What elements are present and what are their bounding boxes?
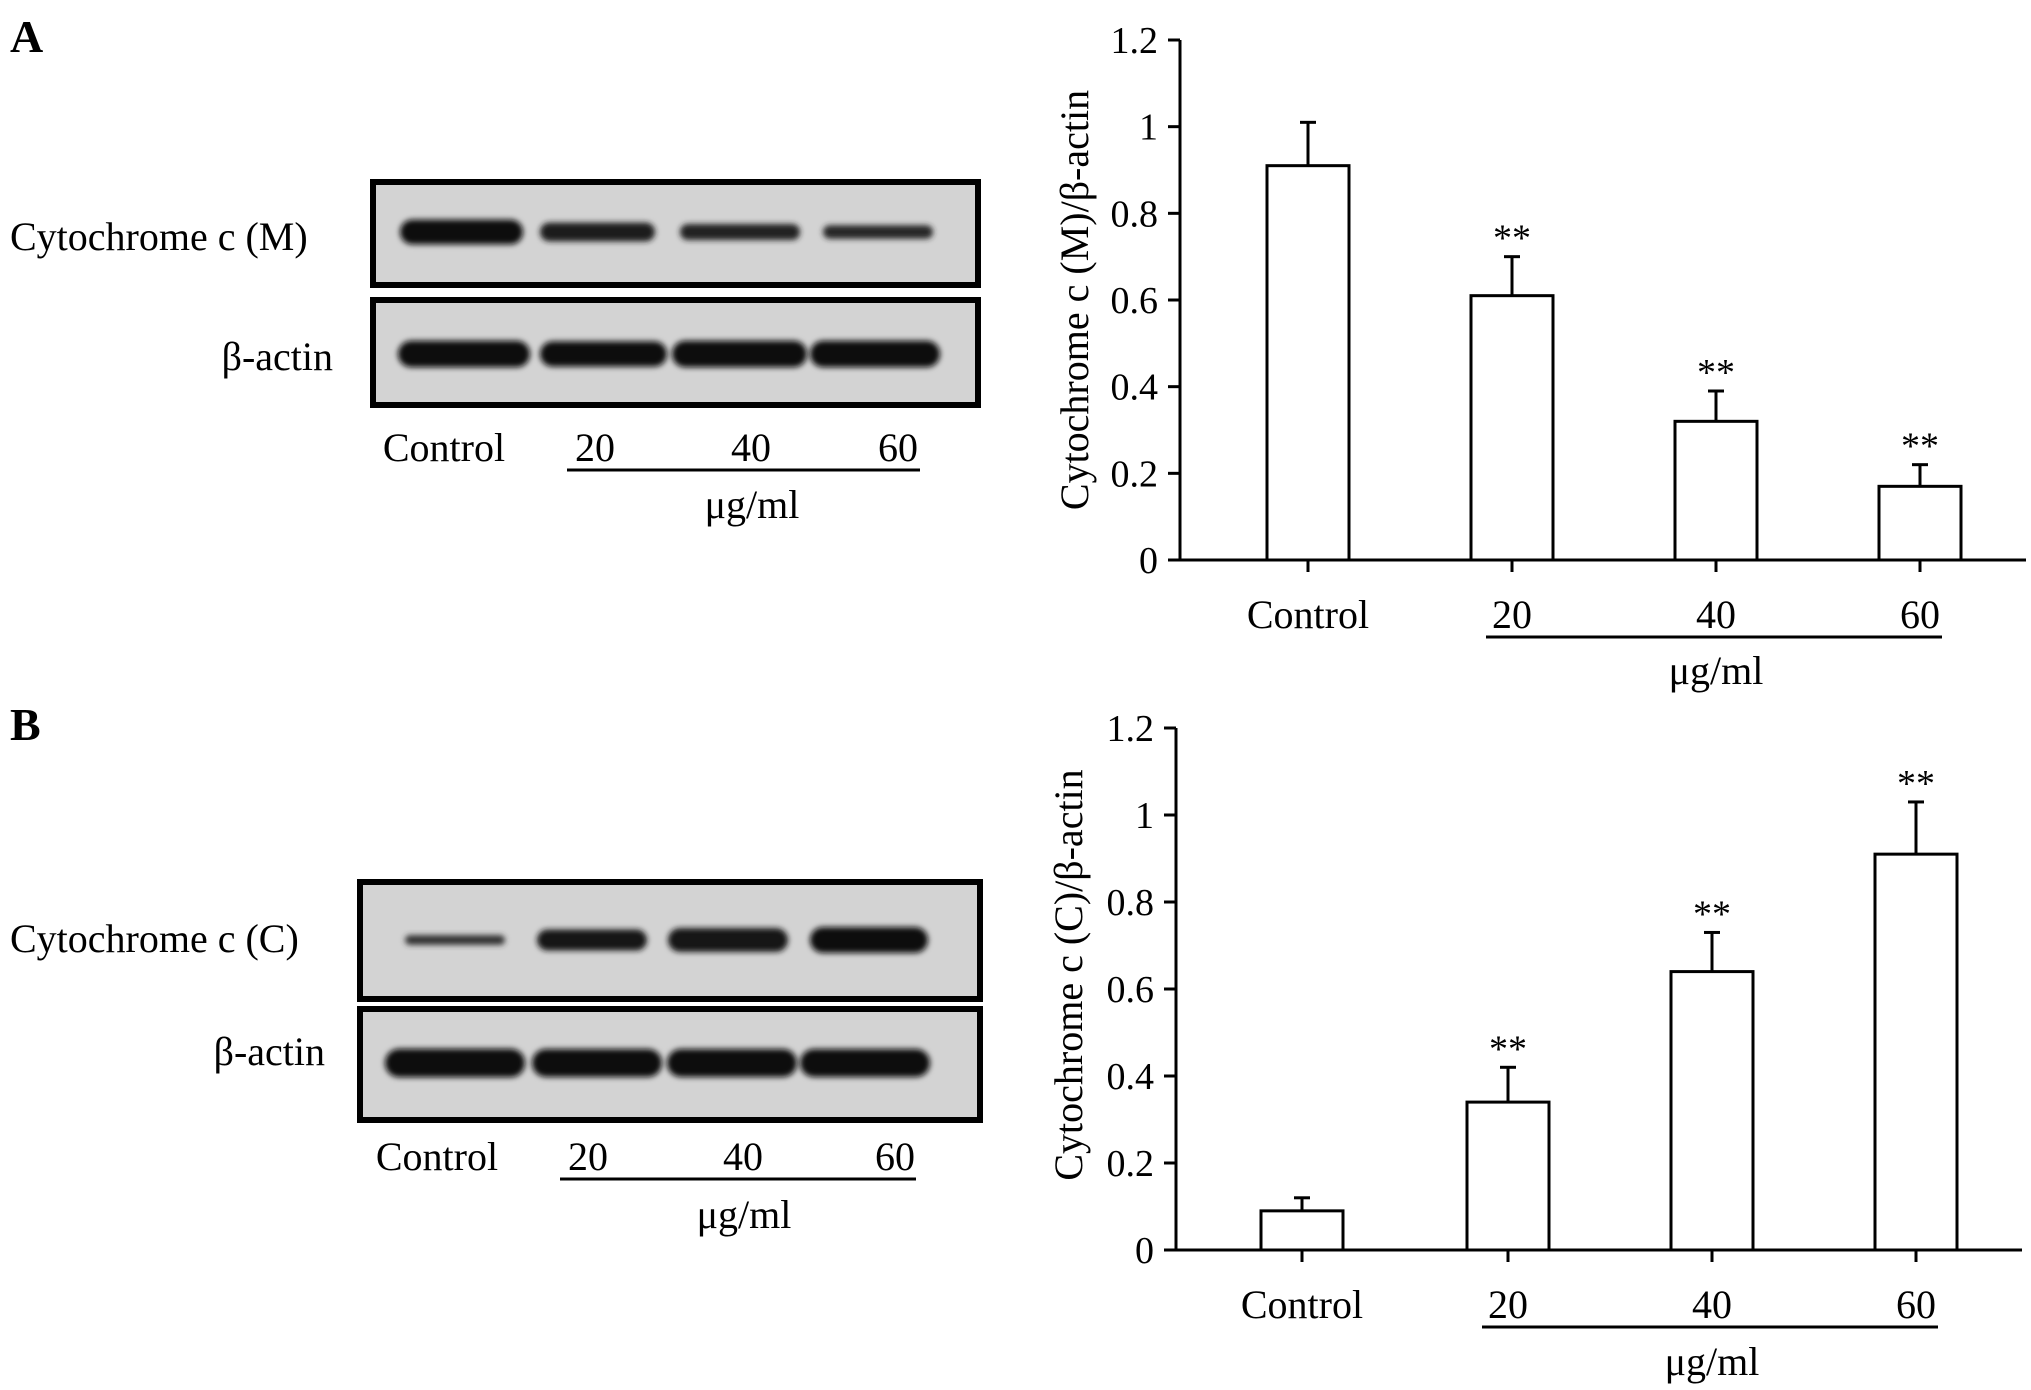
- blot-band: [680, 223, 800, 241]
- x-category-b-40: 40: [1692, 1282, 1732, 1327]
- lane-label-b-40: 40: [723, 1134, 763, 1179]
- x-category-a-control: Control: [1247, 592, 1369, 637]
- bar-chart-b: 0 0.2 0.4 0.6 0.8 1 1.2 ** ** ** Cytochrome c (C…: [1046, 708, 2022, 1384]
- lane-label-a-40: 40: [731, 425, 771, 470]
- bars-b: ** ** **: [1259, 763, 1959, 1252]
- blot-band: [667, 1049, 797, 1077]
- bar: [1673, 419, 1759, 562]
- panel-a: A Cytochrome c (M) β-actin Control 20 40…: [10, 11, 2026, 693]
- x-category-a-60: 60: [1900, 592, 1940, 637]
- blot-band: [400, 219, 523, 245]
- x-ticks-b: [1300, 1250, 1918, 1262]
- blot-band: [668, 928, 788, 952]
- y-tick-label: 0.6: [1111, 280, 1159, 322]
- y-ticks-a: 0 0.2 0.4 0.6 0.8 1 1.2: [1111, 20, 1180, 582]
- dose-unit-a: μg/ml: [705, 482, 800, 527]
- significance-marker: **: [1489, 1028, 1527, 1070]
- x-ticks-a: [1306, 560, 1922, 572]
- x-category-b-60: 60: [1896, 1282, 1936, 1327]
- blot-bands-a-cyto: [400, 219, 933, 245]
- y-tick-label: 0.2: [1107, 1143, 1155, 1185]
- panel-letter-b: B: [10, 699, 41, 750]
- lane-label-a-60: 60: [878, 425, 918, 470]
- significance-marker: **: [1493, 218, 1531, 260]
- significance-marker: **: [1693, 893, 1731, 935]
- blot-band: [672, 340, 807, 368]
- lane-label-b-control: Control: [376, 1134, 498, 1179]
- blot-band: [405, 935, 505, 945]
- western-blot-a: Cytochrome c (M) β-actin Control 20 40 6…: [10, 179, 981, 527]
- blot-label-b-cyto: Cytochrome c (C): [10, 916, 299, 961]
- y-tick-label: 1.2: [1111, 20, 1159, 62]
- blot-band: [540, 341, 667, 367]
- y-tick-label: 0: [1139, 540, 1158, 582]
- y-tick-label: 0.4: [1107, 1056, 1155, 1098]
- y-axis-title-a: Cytochrome c (M)/β-actin: [1052, 90, 1097, 510]
- blot-band: [810, 340, 940, 368]
- lane-label-a-control: Control: [383, 425, 505, 470]
- blot-band: [385, 1048, 525, 1078]
- significance-marker: **: [1897, 763, 1935, 805]
- y-tick-label: 0: [1135, 1230, 1154, 1272]
- bar: [1877, 484, 1963, 562]
- blot-bands-b-actin: [385, 1048, 930, 1078]
- y-axis-title-b: Cytochrome c (C)/β-actin: [1046, 769, 1091, 1180]
- blot-band: [398, 340, 530, 368]
- bar: [1265, 164, 1351, 562]
- bar: [1669, 970, 1755, 1252]
- x-category-a-40: 40: [1696, 592, 1736, 637]
- significance-marker: **: [1697, 352, 1735, 394]
- y-tick-label: 1: [1139, 107, 1158, 149]
- bar: [1873, 852, 1959, 1252]
- significance-marker: **: [1901, 426, 1939, 468]
- blot-bands-b-cyto: [405, 927, 928, 953]
- panel-b: B Cytochrome c (C) β-actin Control 20 40…: [10, 699, 2022, 1384]
- bar: [1259, 1209, 1345, 1252]
- blot-label-a-cyto: Cytochrome c (M): [10, 214, 308, 259]
- x-category-a-20: 20: [1492, 592, 1532, 637]
- y-tick-label: 0.4: [1111, 367, 1159, 409]
- y-ticks-b: 0 0.2 0.4 0.6 0.8 1 1.2: [1107, 708, 1176, 1272]
- dose-unit-b: μg/ml: [697, 1192, 792, 1237]
- bar-chart-a: 0 0.2 0.4 0.6 0.8 1 1.2 ** ** ** Cytochrome c (M…: [1052, 20, 2026, 693]
- x-axis-title-b: μg/ml: [1665, 1339, 1760, 1384]
- bar: [1465, 1100, 1551, 1252]
- blot-label-a-actin: β-actin: [222, 334, 333, 379]
- lane-label-a-20: 20: [575, 425, 615, 470]
- western-blot-b: Cytochrome c (C) β-actin Control 20 40 6…: [10, 879, 983, 1237]
- blot-bands-a-actin: [398, 340, 940, 368]
- y-tick-label: 0.2: [1111, 453, 1159, 495]
- blot-band: [532, 1049, 662, 1077]
- y-tick-label: 0.8: [1107, 882, 1155, 924]
- blot-band: [537, 929, 647, 951]
- blot-band: [810, 927, 928, 953]
- lane-label-b-20: 20: [568, 1134, 608, 1179]
- bar: [1469, 294, 1555, 562]
- y-tick-label: 1.2: [1107, 708, 1155, 750]
- bars-a: ** ** **: [1265, 120, 1963, 562]
- panel-letter-a: A: [10, 11, 43, 62]
- y-tick-label: 0.6: [1107, 969, 1155, 1011]
- lane-label-b-60: 60: [875, 1134, 915, 1179]
- blot-label-b-actin: β-actin: [214, 1029, 325, 1074]
- x-axis-title-a: μg/ml: [1669, 648, 1764, 693]
- x-category-b-control: Control: [1241, 1282, 1363, 1327]
- y-tick-label: 1: [1135, 795, 1154, 837]
- y-tick-label: 0.8: [1111, 193, 1159, 235]
- blot-band: [800, 1049, 930, 1077]
- x-category-b-20: 20: [1488, 1282, 1528, 1327]
- blot-band: [540, 222, 655, 242]
- blot-band: [823, 225, 933, 239]
